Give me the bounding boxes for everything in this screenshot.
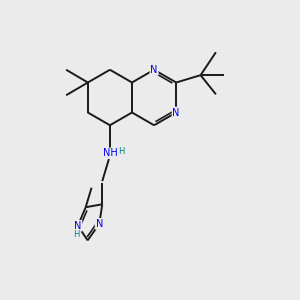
Text: H: H [118,147,124,156]
Text: N: N [150,65,158,75]
Text: N: N [96,219,103,229]
Text: N: N [74,221,82,231]
Text: N: N [172,107,180,118]
Text: H: H [73,230,80,239]
Text: NH: NH [103,148,117,158]
